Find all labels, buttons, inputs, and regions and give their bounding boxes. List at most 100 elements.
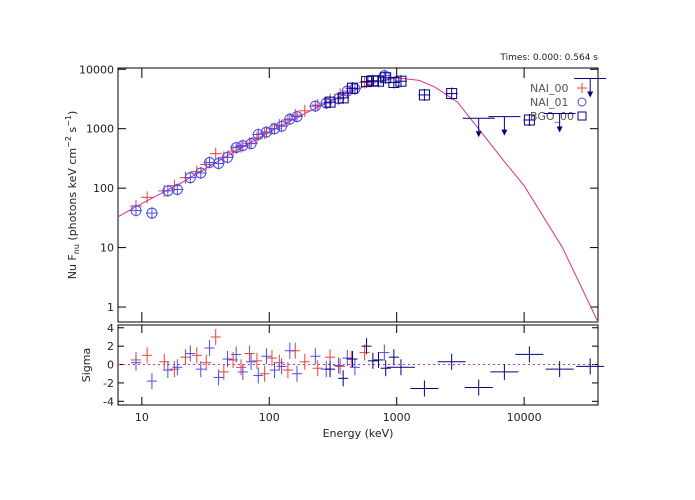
residual-point bbox=[410, 380, 439, 397]
marker-part bbox=[324, 96, 336, 108]
residual-point bbox=[299, 353, 310, 370]
legend-label: NAI_01 bbox=[530, 96, 569, 109]
residual-point bbox=[244, 345, 255, 362]
legend-marker bbox=[577, 83, 587, 93]
data-point bbox=[290, 110, 303, 123]
data-point bbox=[200, 158, 213, 171]
residual-point bbox=[312, 360, 323, 377]
data-point bbox=[324, 96, 337, 109]
residual-point bbox=[259, 365, 270, 382]
residual-point bbox=[276, 358, 287, 375]
marker-part bbox=[291, 111, 303, 123]
model-curve bbox=[117, 77, 599, 323]
upper-limit bbox=[462, 117, 495, 138]
residual-point bbox=[204, 339, 215, 356]
residual-point bbox=[437, 353, 466, 370]
residual-point bbox=[253, 367, 264, 384]
x-tick-label: 100 bbox=[259, 411, 280, 424]
label-part: Nu F bbox=[66, 254, 79, 279]
data-point bbox=[221, 151, 234, 164]
marker-part bbox=[221, 151, 233, 163]
residual-point bbox=[490, 363, 519, 380]
y-tick-label: 1 bbox=[107, 301, 114, 314]
y-axis-label: Nu Fnu (photons keV cm−2 s−1) bbox=[64, 111, 81, 280]
marker-part bbox=[195, 167, 207, 179]
marker-part bbox=[347, 82, 359, 94]
marker-part bbox=[213, 157, 225, 169]
marker-part bbox=[146, 207, 158, 219]
residual-point bbox=[201, 354, 212, 371]
data-point bbox=[130, 204, 143, 217]
y-tick-label: -2 bbox=[103, 377, 114, 390]
label-part: nu bbox=[72, 244, 81, 254]
label-part: (photons keV cm bbox=[66, 148, 79, 244]
residual-point bbox=[146, 373, 157, 390]
data-point bbox=[523, 114, 536, 127]
marker-part bbox=[556, 126, 563, 133]
marker-part bbox=[245, 138, 257, 150]
data-point bbox=[145, 207, 158, 220]
residual-point bbox=[545, 361, 574, 378]
marker-part bbox=[587, 91, 594, 98]
residual-point bbox=[162, 362, 173, 379]
marker-part bbox=[501, 129, 508, 136]
residual-point bbox=[261, 348, 272, 365]
residual-point bbox=[142, 347, 153, 364]
data-point bbox=[418, 88, 431, 101]
residual-point bbox=[191, 347, 202, 364]
residual-point bbox=[379, 344, 390, 361]
marker-part bbox=[230, 142, 242, 154]
residual-point bbox=[373, 351, 384, 368]
residual-point bbox=[282, 362, 293, 379]
data-point bbox=[283, 113, 296, 126]
residual-point bbox=[251, 352, 262, 369]
residual-point bbox=[464, 379, 493, 396]
residual-point bbox=[367, 352, 378, 369]
residual-point bbox=[237, 363, 248, 380]
data-point bbox=[387, 76, 400, 89]
legend-label: BGO_00 bbox=[530, 110, 574, 123]
residual-point bbox=[291, 365, 302, 382]
residual-point bbox=[246, 353, 257, 370]
data-point bbox=[209, 147, 222, 160]
plot-frame bbox=[117, 67, 599, 323]
x-axis-label: Energy (keV) bbox=[323, 427, 394, 440]
residual-point bbox=[576, 358, 605, 375]
y-tick-label: 4 bbox=[107, 322, 114, 335]
data-point bbox=[309, 100, 322, 113]
data-point bbox=[394, 75, 407, 88]
marker-part bbox=[361, 76, 373, 88]
residual-point bbox=[347, 351, 358, 368]
y-tick-label: -4 bbox=[103, 395, 114, 408]
y-tick-label: 10 bbox=[100, 242, 114, 255]
marker-part bbox=[269, 123, 281, 135]
marker-part bbox=[252, 128, 264, 140]
marker-part bbox=[171, 183, 183, 195]
upper-limit bbox=[574, 77, 607, 98]
marker-part bbox=[349, 83, 361, 95]
marker-part bbox=[284, 113, 296, 125]
data-point bbox=[348, 82, 361, 95]
marker-part bbox=[577, 97, 587, 107]
marker-part bbox=[378, 70, 390, 82]
data-point bbox=[298, 104, 311, 117]
residual-point bbox=[269, 362, 280, 379]
y-tick-label: 1000 bbox=[86, 123, 114, 136]
data-point bbox=[275, 120, 288, 133]
marker-part bbox=[276, 120, 288, 132]
data-point bbox=[245, 137, 258, 150]
x-tick-label: 10000 bbox=[507, 411, 542, 424]
residual-point bbox=[338, 370, 349, 387]
data-point bbox=[346, 82, 359, 95]
residual-point bbox=[325, 361, 336, 378]
residual-point bbox=[172, 359, 183, 376]
residual-point bbox=[386, 359, 415, 376]
marker-part bbox=[395, 75, 407, 87]
marker-part bbox=[523, 114, 535, 126]
residual-point bbox=[274, 354, 285, 371]
marker-part bbox=[320, 97, 332, 109]
data-point bbox=[171, 183, 184, 196]
residual-point bbox=[210, 328, 221, 345]
upper-limit bbox=[488, 116, 521, 136]
